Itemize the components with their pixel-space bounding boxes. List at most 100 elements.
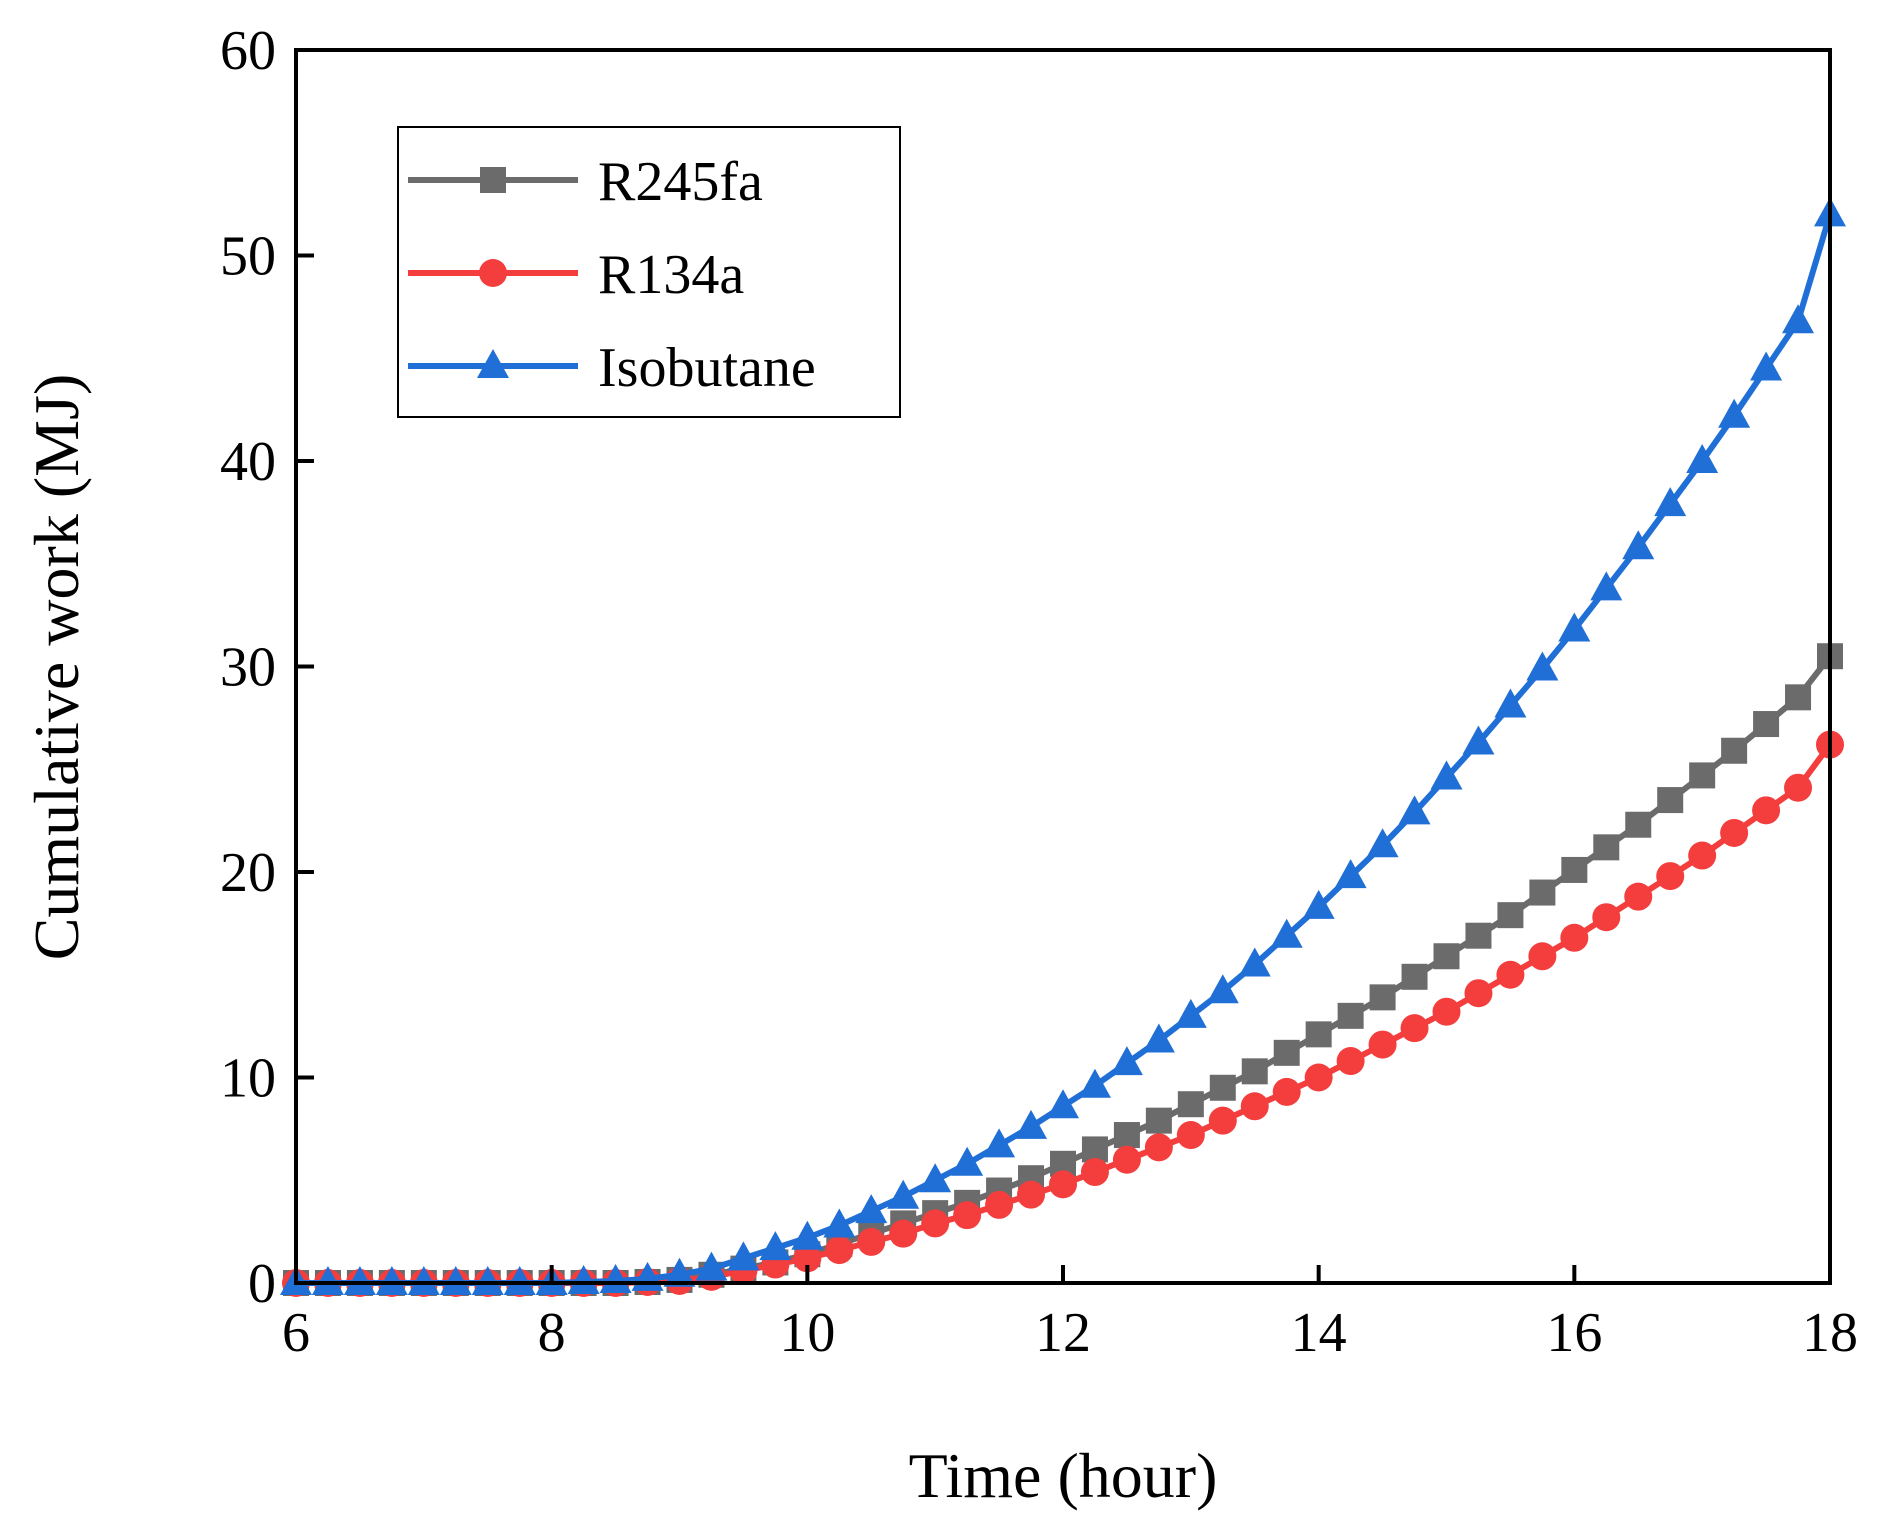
data-point (567, 1264, 600, 1294)
data-point (1142, 1023, 1175, 1053)
data-point (1782, 304, 1815, 334)
data-point (791, 1220, 824, 1250)
data-point (663, 1257, 696, 1287)
data-point (439, 1266, 472, 1295)
data-point (1206, 974, 1239, 1004)
data-point (1240, 1092, 1269, 1121)
data-point (921, 1209, 950, 1238)
data-point (951, 1146, 984, 1176)
data-point (1334, 859, 1367, 889)
data-point (1304, 1063, 1333, 1092)
data-point (1720, 818, 1749, 847)
data-point (1657, 787, 1684, 814)
y-tick-label: 40 (220, 431, 276, 493)
series-r134a (282, 730, 1844, 1297)
x-axis-title: Time (hour) (909, 1440, 1218, 1511)
data-point (1270, 918, 1303, 948)
data-point (1465, 922, 1492, 949)
x-tick-label: 18 (1802, 1302, 1858, 1364)
data-point (1208, 1106, 1237, 1135)
data-point (1430, 760, 1463, 790)
y-axis-title: Cumulative work (MJ) (21, 374, 92, 961)
data-point (343, 1266, 376, 1295)
data-point (1241, 1058, 1268, 1085)
data-point (1590, 571, 1623, 601)
data-point (311, 1266, 344, 1295)
y-tick-label: 0 (248, 1253, 276, 1315)
data-point (1238, 947, 1271, 977)
data-point (919, 1163, 952, 1193)
legend-swatch (408, 259, 578, 287)
data-point (1432, 997, 1461, 1026)
data-point (1718, 398, 1751, 428)
data-point (503, 1266, 536, 1295)
x-tick-label: 14 (1291, 1302, 1347, 1364)
data-point (759, 1231, 792, 1261)
axis-layer: 6 8 10 12 14 16 18 0 10 20 30 40 50 60 (220, 20, 1858, 1364)
data-point (1624, 882, 1653, 911)
data-point (1689, 762, 1716, 789)
y-tick-label: 30 (220, 637, 276, 699)
x-tick-label: 10 (779, 1302, 835, 1364)
data-point (1526, 651, 1559, 681)
data-point (1528, 942, 1557, 971)
data-point (727, 1241, 760, 1271)
data-point (793, 1244, 822, 1273)
data-point (1656, 862, 1685, 891)
data-point (1110, 1046, 1143, 1076)
data-point (889, 1219, 918, 1248)
data-point (1400, 1014, 1429, 1043)
legend-item-r134a: R134a (408, 244, 744, 306)
data-point (1272, 1077, 1301, 1106)
legend-label-isobutane: Isobutane (598, 337, 816, 399)
data-point (1750, 351, 1783, 381)
data-point (1433, 943, 1460, 970)
legend-item-r245fa: R245fa (408, 151, 763, 213)
data-point (1302, 889, 1335, 919)
data-point (599, 1263, 632, 1293)
data-point (823, 1208, 856, 1238)
legend-swatch-marker (477, 349, 509, 378)
data-point (471, 1266, 504, 1295)
data-point (1017, 1180, 1046, 1209)
data-point (1686, 444, 1719, 473)
data-point (1398, 795, 1431, 825)
y-tick-label: 20 (220, 842, 276, 904)
data-point (1174, 998, 1207, 1028)
legend-swatch (408, 349, 578, 378)
data-point (1560, 923, 1589, 952)
x-tick-label: 8 (538, 1302, 566, 1364)
data-point (1113, 1122, 1140, 1149)
data-point (407, 1266, 440, 1295)
data-point (1462, 725, 1495, 755)
y-tick-label: 10 (220, 1048, 276, 1110)
x-tick-label: 16 (1546, 1302, 1602, 1364)
data-point (1273, 1039, 1300, 1066)
data-point (1561, 856, 1588, 883)
data-point (1369, 984, 1396, 1011)
y-tick-label: 50 (220, 226, 276, 288)
data-point (1654, 487, 1687, 517)
data-point (1209, 1074, 1236, 1101)
data-point (825, 1236, 854, 1265)
data-point (1078, 1068, 1111, 1098)
data-point (1622, 530, 1655, 560)
data-point (1305, 1021, 1332, 1048)
legend-items: R245fa R134a Isobutane (408, 151, 816, 399)
data-point (1529, 879, 1556, 906)
data-point (1497, 902, 1524, 929)
data-point (1494, 688, 1527, 718)
data-point (857, 1227, 886, 1256)
data-point (1721, 737, 1748, 764)
data-point (1176, 1121, 1205, 1150)
data-point (985, 1190, 1014, 1219)
data-point (1785, 684, 1812, 711)
legend-label-r245fa: R245fa (598, 151, 763, 213)
legend-label-r134a: R134a (598, 244, 744, 306)
y-tick-label: 60 (220, 20, 276, 82)
data-point (1753, 711, 1780, 738)
x-tick-label: 6 (282, 1302, 310, 1364)
data-point (1592, 903, 1621, 932)
